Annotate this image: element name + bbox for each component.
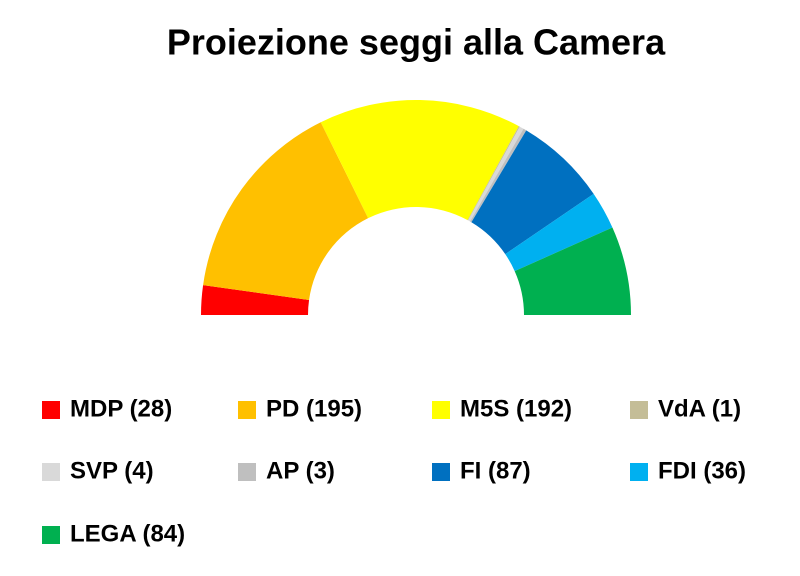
segment [470, 128, 527, 223]
legend-swatch [432, 463, 450, 481]
legend-label: PD (195) [266, 395, 362, 422]
legend-swatch [42, 463, 60, 481]
legend-label: FDI (36) [658, 457, 746, 484]
segment [505, 193, 613, 272]
segment [320, 99, 519, 221]
segment [467, 126, 520, 221]
chart-title: Proiezione seggi alla Camera [167, 22, 666, 63]
legend-label: M5S (192) [460, 395, 572, 422]
legend-swatch [630, 463, 648, 481]
segment [203, 122, 369, 300]
legend-label: FI (87) [460, 457, 531, 484]
segment [471, 130, 594, 255]
legend-swatch [238, 463, 256, 481]
legend-swatch [42, 526, 60, 544]
legend-swatch [42, 401, 60, 419]
legend-swatch [630, 401, 648, 419]
legend-label: LEGA (84) [70, 520, 185, 547]
legend-swatch [432, 401, 450, 419]
legend-label: AP (3) [266, 457, 335, 484]
segment [514, 227, 631, 315]
legend-swatch [238, 401, 256, 419]
legend-label: VdA (1) [658, 395, 741, 422]
segment [468, 126, 524, 222]
legend-label: MDP (28) [70, 395, 172, 422]
legend-label: SVP (4) [70, 457, 154, 484]
segment [201, 285, 310, 315]
